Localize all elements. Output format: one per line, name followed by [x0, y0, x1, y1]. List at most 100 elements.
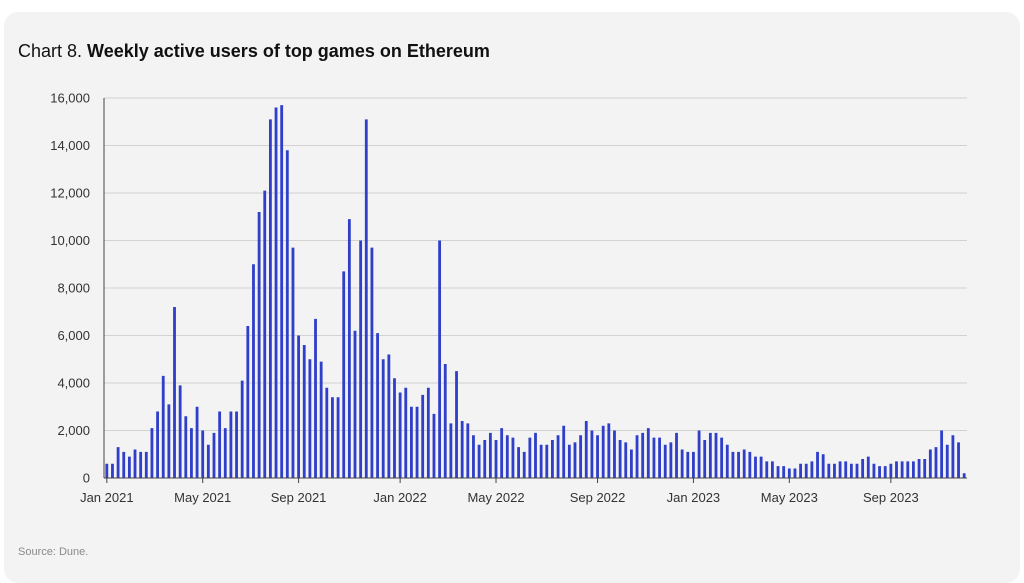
bar — [511, 437, 515, 479]
bar — [528, 437, 532, 479]
bars — [105, 105, 966, 479]
bar — [551, 440, 554, 478]
bar — [325, 387, 329, 478]
bar — [393, 378, 396, 478]
bar — [319, 361, 323, 479]
bar — [223, 428, 227, 479]
bar — [827, 463, 831, 478]
bar — [624, 442, 628, 479]
bar — [201, 430, 205, 478]
bar — [635, 435, 639, 478]
bar — [252, 264, 255, 478]
y-tick-label: 2,000 — [57, 423, 90, 438]
bar — [725, 444, 729, 478]
bar — [404, 387, 408, 478]
x-tick-label: Sep 2021 — [271, 490, 327, 505]
x-axis-labels: Jan 2021 May 2021 Sep 2021 Jan 2022 May 2022… — [80, 478, 919, 505]
grid-lines — [104, 97, 967, 431]
bar — [556, 435, 560, 478]
bar — [285, 150, 289, 478]
bar — [105, 463, 109, 478]
x-tick-label: May 2022 — [467, 490, 524, 505]
bar — [116, 447, 120, 479]
bar — [686, 451, 690, 479]
bar — [240, 380, 244, 479]
bar — [190, 428, 193, 479]
bar — [472, 435, 475, 478]
y-tick-label: 6,000 — [57, 328, 90, 343]
bar — [776, 466, 780, 479]
bar — [466, 423, 470, 479]
bar — [934, 447, 938, 479]
bar — [184, 416, 188, 478]
bar — [782, 466, 786, 479]
bar — [398, 392, 402, 478]
bar — [923, 459, 927, 478]
bar — [573, 442, 577, 479]
bar — [455, 371, 458, 479]
bar — [658, 437, 661, 479]
bar — [607, 423, 611, 479]
bar — [376, 333, 379, 479]
bar — [838, 461, 842, 479]
bar — [415, 406, 419, 478]
bar — [426, 387, 430, 478]
x-tick-label: May 2021 — [174, 490, 231, 505]
bar — [173, 307, 176, 478]
bar — [517, 447, 520, 479]
bar — [505, 435, 509, 478]
y-tick-label: 10,000 — [50, 233, 90, 248]
bar — [302, 345, 306, 478]
bar — [161, 375, 165, 479]
bar — [545, 444, 549, 478]
bar — [133, 449, 137, 478]
bar — [274, 107, 278, 478]
bar — [731, 451, 735, 479]
bar — [229, 411, 233, 478]
x-tick-label: Sep 2023 — [863, 490, 919, 505]
bar — [703, 440, 707, 478]
bar — [297, 335, 301, 478]
bar — [708, 432, 712, 479]
bar — [793, 468, 797, 478]
bar — [878, 466, 881, 479]
bar — [460, 421, 464, 478]
chart-title: Chart 8. Weekly active users of top game… — [18, 41, 490, 62]
bar — [855, 463, 859, 478]
bar — [218, 411, 222, 478]
bar — [765, 461, 769, 479]
bar — [494, 440, 498, 478]
bar — [500, 428, 504, 479]
bar — [669, 442, 673, 479]
bar — [235, 411, 238, 478]
bar — [178, 385, 182, 479]
bar — [613, 430, 616, 478]
bar — [816, 451, 819, 479]
bar — [787, 468, 791, 478]
bar — [833, 463, 836, 478]
bar — [562, 425, 566, 478]
bar — [940, 430, 944, 478]
bar — [849, 463, 853, 478]
bar — [770, 461, 774, 479]
bar — [195, 406, 199, 478]
bar — [381, 359, 385, 478]
bar — [945, 444, 949, 478]
bar — [872, 463, 876, 478]
bar — [951, 435, 955, 478]
bar — [641, 432, 645, 479]
y-tick-label: 12,000 — [50, 186, 90, 201]
chart-card — [4, 12, 1020, 583]
source-note: Source: Dune. — [18, 546, 89, 558]
bar — [308, 359, 312, 478]
bar — [156, 411, 159, 478]
bar — [714, 432, 718, 479]
bar — [539, 444, 543, 478]
bar — [111, 463, 114, 478]
bar — [387, 354, 391, 478]
x-tick-label: Jan 2021 — [80, 490, 134, 505]
bar — [900, 461, 904, 479]
bar — [889, 463, 893, 478]
bar — [139, 451, 143, 479]
